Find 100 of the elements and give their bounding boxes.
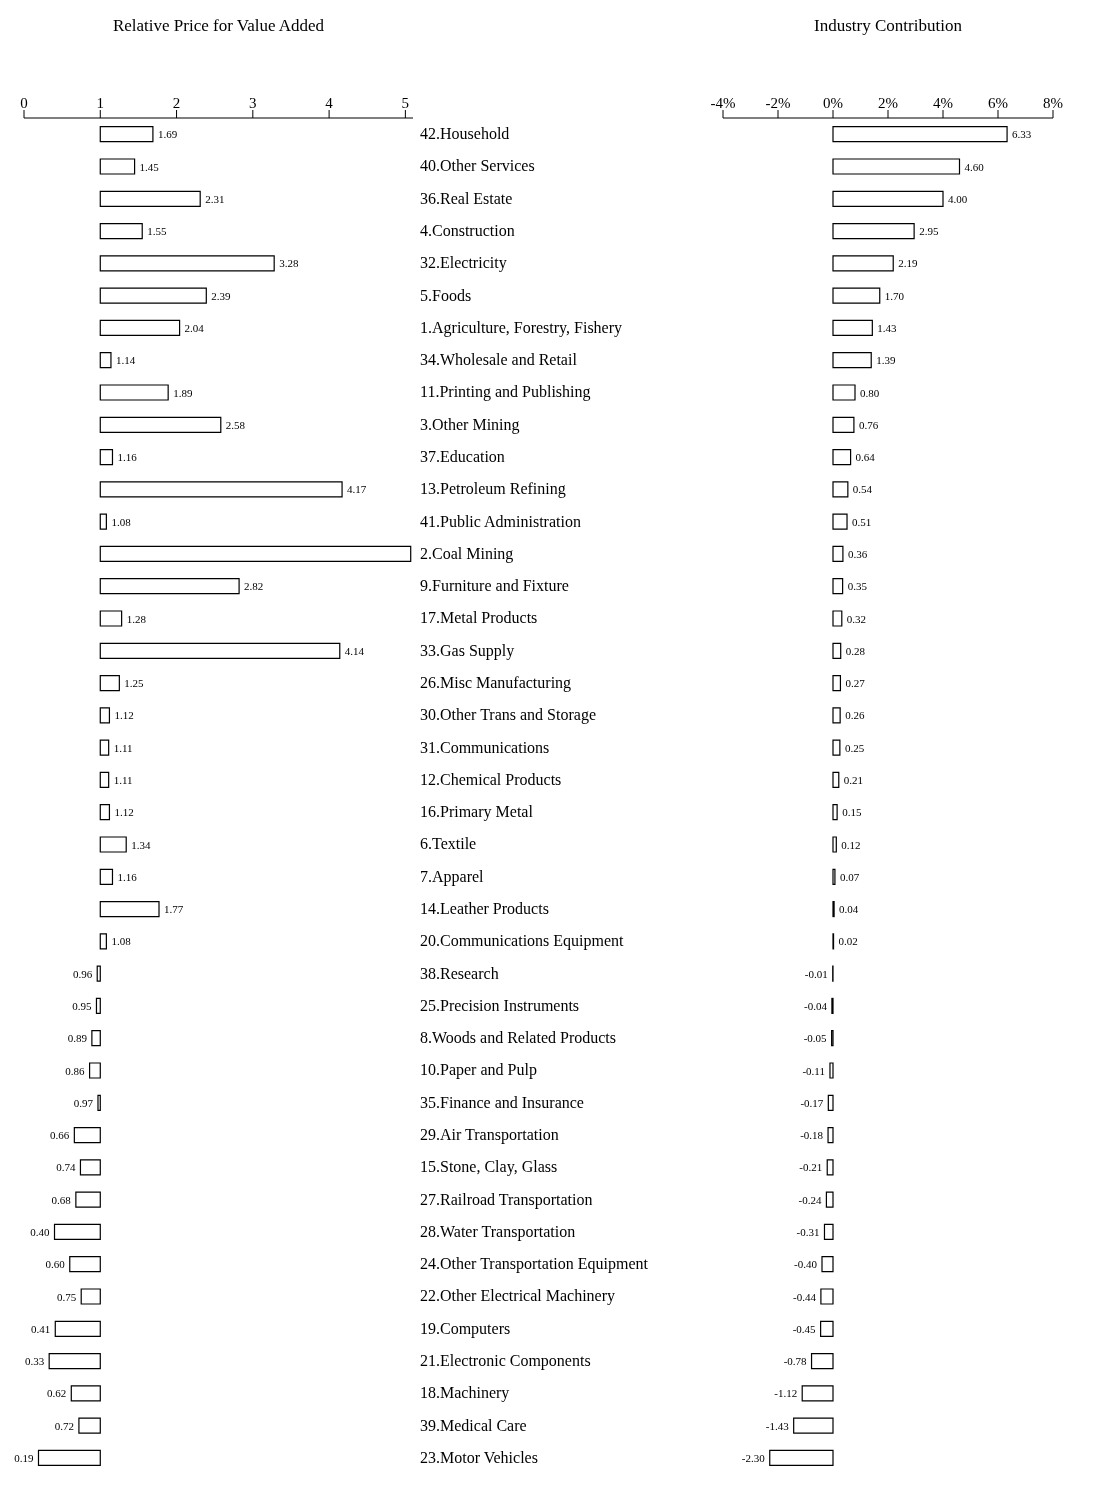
data-label: 4.00 — [948, 192, 968, 205]
data-label: 0.19 — [14, 1451, 34, 1464]
bar — [99, 190, 201, 207]
data-label: 1.55 — [147, 225, 167, 238]
y-tick-label: 26.Misc Manufacturing — [420, 674, 572, 692]
data-label: 1.70 — [884, 289, 905, 302]
data-label: 1.69 — [157, 128, 178, 141]
data-label: -0.24 — [798, 1193, 822, 1206]
bar — [99, 319, 181, 337]
y-tick-label: 15.Stone, Clay, Glass — [420, 1158, 558, 1177]
y-tick-label: 3.Other Mining — [420, 415, 520, 434]
y-tick-label: 28.Water Transportation — [420, 1222, 576, 1241]
bar — [827, 1126, 834, 1144]
y-tick-label: 17.Metal Products — [420, 609, 538, 627]
data-label: 3.28 — [279, 257, 299, 270]
data-label: -0.18 — [800, 1129, 824, 1142]
data-label: 2.95 — [919, 225, 939, 238]
x-tick-label: 8% — [1043, 95, 1063, 111]
data-label: 2.19 — [898, 257, 918, 270]
data-label: 0.75 — [56, 1290, 77, 1303]
bar — [801, 1385, 834, 1402]
x-tick-label: 2 — [172, 95, 181, 111]
y-tick-label: 37.Education — [420, 448, 505, 465]
bar — [96, 965, 101, 982]
y-tick-label: 4.Construction — [420, 222, 515, 239]
y-tick-label: 16.Primary Metal — [420, 803, 534, 822]
bar — [80, 1288, 101, 1305]
bar — [99, 222, 143, 240]
bar — [79, 1159, 101, 1176]
data-label: 0.28 — [845, 644, 866, 657]
bar — [99, 868, 114, 885]
bar — [827, 1094, 834, 1111]
data-label: 2.58 — [225, 418, 246, 431]
data-label: 0.54 — [852, 483, 873, 496]
data-label: 1.14 — [115, 354, 136, 367]
y-tick-label: 11.Printing and Publishing — [420, 383, 591, 402]
y-tick-label: 34.Wholesale and Retail — [420, 351, 578, 369]
data-label: 2.82 — [244, 580, 264, 593]
data-label: 6.33 — [1012, 128, 1032, 141]
bar — [99, 739, 110, 756]
data-label: 0.32 — [846, 612, 867, 625]
y-tick-label: 18.Machinery — [420, 1384, 510, 1403]
bar — [810, 1352, 834, 1370]
bar — [53, 1223, 101, 1241]
x-tick-label: 5 — [401, 95, 410, 111]
data-label: 0.76 — [858, 418, 879, 431]
y-tick-label: 13.Petroleum Refining — [420, 480, 566, 499]
x-tick-label: 4 — [325, 95, 334, 111]
data-label: 1.08 — [111, 935, 132, 948]
data-label: 1.16 — [117, 451, 138, 464]
y-tick-label: 6.Textile — [420, 835, 477, 853]
data-label: 0.74 — [56, 1161, 76, 1174]
data-label: 0.86 — [65, 1064, 86, 1077]
data-label: 0.62 — [47, 1387, 67, 1400]
y-tick-label: 22.Other Electrical Machinery — [420, 1287, 616, 1306]
bar — [99, 287, 207, 304]
data-label: 0.35 — [847, 580, 868, 593]
data-label: 0.96 — [72, 967, 93, 980]
bar — [99, 255, 275, 272]
data-label: -0.31 — [796, 1225, 820, 1238]
x-tick-label: 1 — [96, 95, 105, 111]
y-tick-label: 21.Electronic Components — [420, 1352, 591, 1370]
bar — [832, 642, 842, 659]
y-tick-label: 27.Railroad Transportation — [420, 1190, 593, 1209]
bar — [54, 1320, 101, 1337]
data-label: 1.43 — [877, 321, 898, 334]
bar — [821, 1256, 834, 1273]
bar — [89, 1062, 101, 1079]
chart-title: Industry Contribution — [813, 16, 963, 36]
x-tick-label: 2% — [878, 95, 898, 111]
bar — [832, 481, 849, 498]
bar — [832, 255, 894, 272]
bar — [70, 1385, 101, 1402]
y-tick-label: 14.Leather Products — [420, 900, 549, 917]
bar — [832, 158, 961, 175]
bar — [99, 610, 123, 627]
bar — [823, 1223, 834, 1241]
bar — [820, 1320, 834, 1337]
bar — [832, 545, 844, 563]
bar — [99, 545, 412, 563]
x-tick-label: -4% — [710, 95, 736, 111]
y-tick-label: 31.Communications — [420, 738, 550, 756]
y-tick-label: 5.Foods — [420, 286, 472, 304]
bar — [832, 578, 844, 595]
bar — [99, 416, 222, 433]
bar — [825, 1191, 834, 1208]
bar — [99, 804, 111, 821]
bar — [99, 384, 169, 401]
data-label: 0.64 — [855, 451, 876, 464]
bar — [826, 1159, 834, 1176]
bar — [832, 771, 840, 789]
data-label: 0.80 — [860, 386, 880, 399]
data-label: 0.41 — [31, 1322, 51, 1335]
y-tick-label: 32.Electricity — [420, 254, 507, 273]
bar — [832, 384, 856, 401]
data-label: 2.04 — [184, 321, 205, 334]
bar — [832, 513, 848, 530]
bar — [832, 222, 915, 240]
y-tick-label: 9.Furniture and Fixture — [420, 577, 569, 595]
bar — [99, 158, 136, 175]
